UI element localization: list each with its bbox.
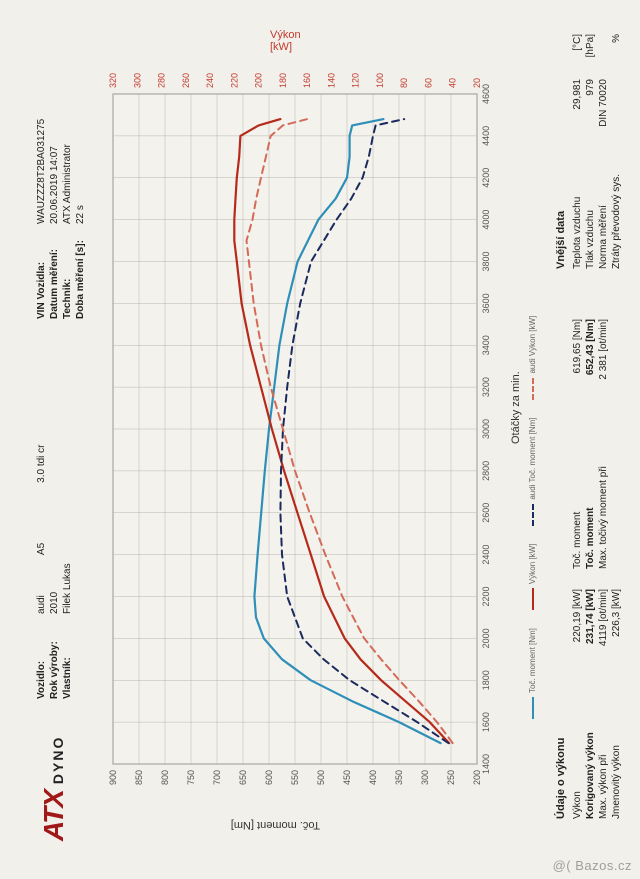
lbl-datum: Datum měření: (49, 224, 60, 319)
legend-item-torque: Toč. moment [Nm] (528, 628, 537, 719)
svg-text:500: 500 (316, 770, 326, 785)
result-row: Korigovaný výkon231,74 [kW]Toč. moment65… (585, 299, 596, 819)
lbl-doba: Doba měření [s]: (75, 224, 86, 319)
result-row: Max. výkon při4119 [ot/min]Max. točivý m… (598, 299, 609, 819)
svg-text:2200: 2200 (481, 586, 491, 606)
svg-text:1800: 1800 (481, 670, 491, 690)
svg-text:1400: 1400 (481, 754, 491, 774)
svg-text:450: 450 (342, 770, 352, 785)
env-row: Ztráty převodový sys.% (611, 9, 622, 269)
svg-text:3800: 3800 (481, 251, 491, 271)
svg-text:4400: 4400 (481, 126, 491, 146)
val-rokvyroby: 2010 (49, 592, 60, 614)
svg-text:40: 40 (448, 78, 458, 88)
svg-text:850: 850 (134, 770, 144, 785)
svg-text:200: 200 (472, 770, 482, 785)
svg-text:2000: 2000 (481, 628, 491, 648)
svg-text:120: 120 (351, 73, 361, 88)
svg-text:200: 200 (254, 73, 264, 88)
vehicle-info-right: VIN Vozidla:WAUZZZ8T2BA031275 Datum měře… (36, 119, 88, 319)
lbl-rokvyroby: Rok výroby: (49, 614, 60, 699)
vehicle-info-left: Vozidlo: audi A5 3.0 tdi cr Rok výroby:2… (36, 445, 75, 700)
svg-text:300: 300 (420, 770, 430, 785)
svg-text:260: 260 (181, 73, 191, 88)
svg-text:60: 60 (423, 78, 433, 88)
svg-text:600: 600 (264, 770, 274, 785)
results-power: Výkon220,19 [kW]Toč. moment619,65 [Nm]Ko… (572, 299, 624, 819)
svg-text:1600: 1600 (481, 712, 491, 732)
results-env-title: Vnější data (555, 211, 567, 269)
lbl-vozidlo: Vozidlo: (36, 614, 47, 699)
svg-text:80: 80 (399, 78, 409, 88)
svg-text:700: 700 (212, 770, 222, 785)
svg-text:900: 900 (108, 770, 118, 785)
y-right-label: Výkon [kW] (270, 29, 301, 53)
y-left-label: Toč. moment [Nm] (231, 819, 320, 831)
results-power-title: Údaje o výkonu (555, 738, 567, 819)
svg-text:550: 550 (290, 770, 300, 785)
legend-item-power: Výkon [kW] (528, 544, 537, 610)
svg-text:750: 750 (186, 770, 196, 785)
svg-text:400: 400 (368, 770, 378, 785)
env-row: Tlak vzduchu979[hPa] (585, 9, 596, 269)
env-row: Norma měřeníDIN 70020 (598, 9, 609, 269)
logo-subtext: DYNO (50, 736, 66, 784)
val-model: A5 (36, 543, 47, 555)
svg-text:20: 20 (472, 78, 482, 88)
val-technik: ATX Administrator (62, 144, 73, 224)
svg-text:2800: 2800 (481, 461, 491, 481)
result-row: Výkon220,19 [kW]Toč. moment619,65 [Nm] (572, 299, 583, 819)
val-datum: 20.06.2019 14:07 (49, 146, 60, 224)
svg-text:350: 350 (394, 770, 404, 785)
svg-text:100: 100 (375, 73, 385, 88)
legend-item-power-ref: audi Výkon [kW] (528, 316, 537, 400)
svg-text:2600: 2600 (481, 503, 491, 523)
svg-text:3200: 3200 (481, 377, 491, 397)
lbl-vin: VIN Vozidla: (36, 224, 47, 319)
val-engine: 3.0 tdi cr (36, 445, 47, 483)
val-vlastnik: Filek Lukas (62, 563, 73, 614)
dyno-chart: 1400 1600 1800 2000 2200 2400 2600 2800 3000 3200… (95, 39, 515, 819)
val-doba: 22 s (75, 205, 86, 224)
logo-text: ATX (38, 790, 69, 841)
svg-text:160: 160 (302, 73, 312, 88)
svg-text:3000: 3000 (481, 419, 491, 439)
svg-text:4000: 4000 (481, 210, 491, 230)
result-row: Jmenovitý výkon226,3 [kW] (611, 299, 622, 819)
svg-text:140: 140 (326, 73, 336, 88)
env-row: Teplota vzduchu29,981[°C] (572, 9, 583, 269)
svg-text:2400: 2400 (481, 545, 491, 565)
svg-text:3600: 3600 (481, 293, 491, 313)
svg-text:220: 220 (229, 73, 239, 88)
svg-text:250: 250 (446, 770, 456, 785)
x-axis-label: Otáčky za min. (510, 371, 522, 444)
svg-text:4200: 4200 (481, 168, 491, 188)
chart-legend: Toč. moment [Nm] Výkon [kW] audi Toč. mo… (528, 316, 537, 719)
svg-text:3400: 3400 (481, 335, 491, 355)
svg-text:320: 320 (108, 73, 118, 88)
svg-text:650: 650 (238, 770, 248, 785)
lbl-technik: Technik: (62, 224, 73, 319)
watermark: @( Bazos.cz (553, 858, 632, 873)
svg-text:240: 240 (205, 73, 215, 88)
svg-text:300: 300 (132, 73, 142, 88)
legend-item-torque-ref: audi Toč. moment [Nm] (528, 418, 537, 526)
svg-text:280: 280 (157, 73, 167, 88)
val-vozidlo: audi (36, 595, 47, 614)
svg-text:180: 180 (278, 73, 288, 88)
lbl-vlastnik: Vlastník: (62, 614, 73, 699)
svg-text:4600: 4600 (481, 84, 491, 104)
brand-logo: ATX DYNO (38, 736, 70, 841)
results-env: Teplota vzduchu29,981[°C]Tlak vzduchu979… (572, 9, 624, 269)
svg-text:800: 800 (160, 770, 170, 785)
val-vin: WAUZZZ8T2BA031275 (36, 119, 47, 224)
